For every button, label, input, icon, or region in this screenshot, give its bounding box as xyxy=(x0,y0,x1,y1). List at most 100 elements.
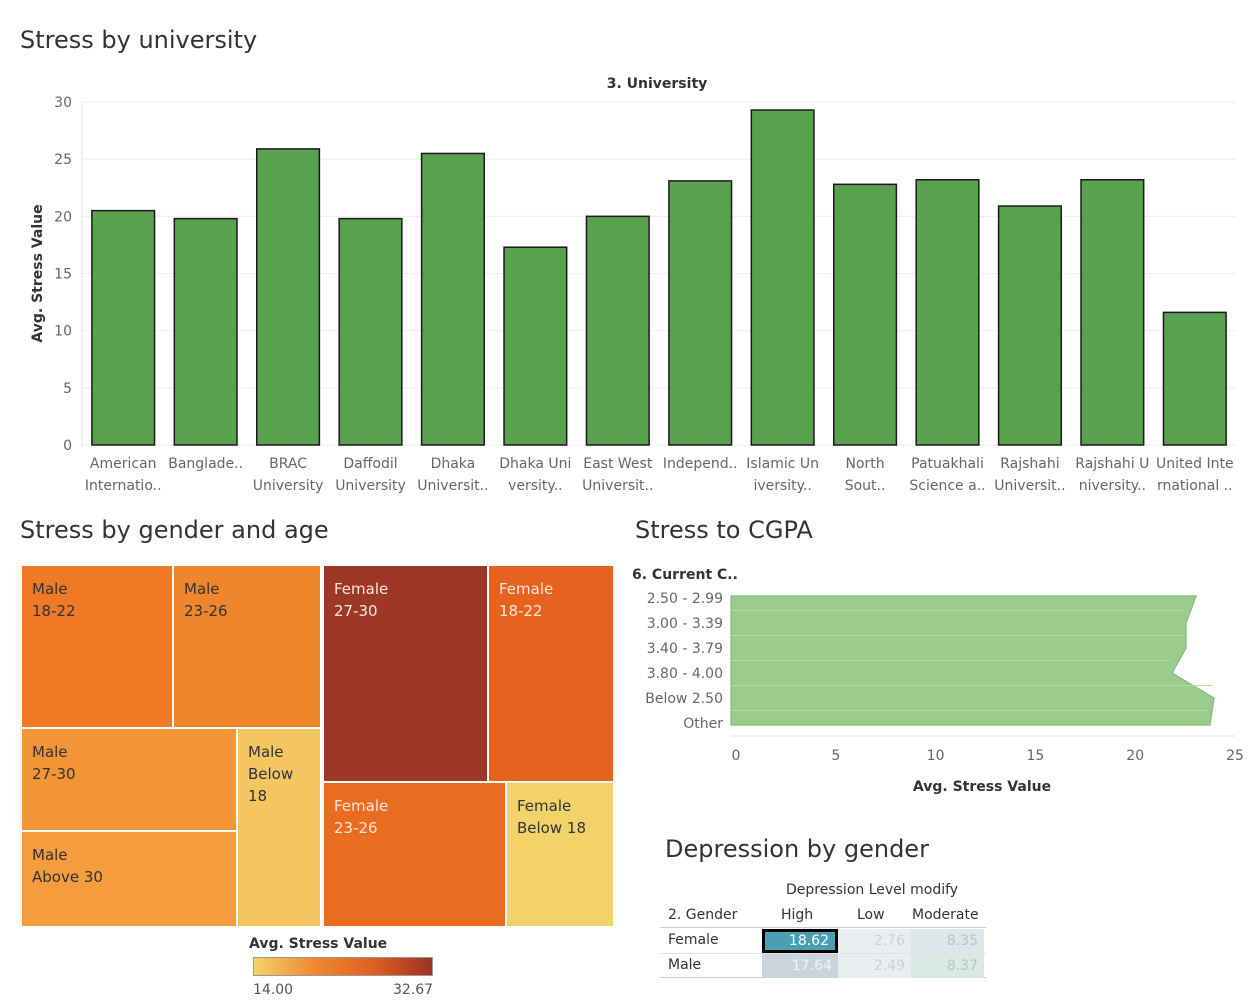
bar-3[interactable] xyxy=(338,217,403,446)
bar-1[interactable] xyxy=(173,217,238,446)
area-x-tick-label: 10 xyxy=(927,748,945,764)
x-tick-label-line1: American xyxy=(90,456,157,472)
tile-gender-label: Male xyxy=(32,580,68,598)
treemap-tile-male-below-18[interactable]: Male Below 18 xyxy=(237,728,321,927)
cell-female-moderate[interactable]: 8.35 xyxy=(911,929,984,953)
x-tick-label-line1: Rajshahi U xyxy=(1075,456,1149,472)
area-y-tick-label: Other xyxy=(683,716,723,732)
x-tick-label-line1: Patuakhali xyxy=(911,456,984,472)
color-legend-max: 32.67 xyxy=(393,982,434,998)
y-tick-label: 0 xyxy=(63,438,72,454)
tile-gender-label: Male xyxy=(32,743,68,761)
x-tick-label-line1: Independ.. xyxy=(663,456,738,472)
x-tick-label-line2: versity.. xyxy=(508,478,563,494)
cgpa-area-chart: 6. Current C.. 2.50 - 2.99 3.00 - 3.39 3.40… xyxy=(632,567,1244,795)
bar-13[interactable] xyxy=(1162,311,1227,446)
x-tick-label-line2: Universit.. xyxy=(417,478,488,494)
x-tick-label-line2: University xyxy=(335,478,406,494)
area-x-tick-label: 25 xyxy=(1226,748,1244,764)
tile-age-label: Below 18 xyxy=(517,819,586,837)
bar-10[interactable] xyxy=(915,178,980,446)
treemap-tile-female-27-30[interactable]: Female 27-30 xyxy=(323,565,488,782)
x-tick-label-line2: University xyxy=(253,478,324,494)
y-tick-label: 20 xyxy=(54,209,72,225)
tile-gender-label: Female xyxy=(334,580,389,598)
bar-8[interactable] xyxy=(750,109,815,446)
depression-section-title: Depression by gender xyxy=(665,835,929,863)
treemap-tile-male-above-30[interactable]: Male Above 30 xyxy=(21,831,237,927)
row-label-male: Male xyxy=(668,957,702,973)
bar-5[interactable] xyxy=(503,246,568,446)
university-section-title: Stress by university xyxy=(20,26,258,54)
area-y-tick-label: 3.00 - 3.39 xyxy=(647,616,723,632)
x-tick-label-line2: niversity.. xyxy=(1079,478,1146,494)
cell-female-high[interactable]: 18.62 xyxy=(762,929,838,953)
area-y-tick-label: Below 2.50 xyxy=(645,691,723,707)
x-tick-label-line2: Universit.. xyxy=(994,478,1065,494)
area-x-tick-label: 0 xyxy=(732,748,741,764)
x-tick-label-line1: Dhaka Uni xyxy=(499,456,571,472)
area-x-tick-label: 15 xyxy=(1026,748,1044,764)
tile-gender-label: Male xyxy=(248,743,284,761)
cell-female-low[interactable]: 2.76 xyxy=(838,929,911,953)
y-tick-label: 15 xyxy=(54,267,72,283)
bar-6[interactable] xyxy=(585,215,650,446)
y-tick-label: 10 xyxy=(54,324,72,340)
gender-age-section-title: Stress by gender and age xyxy=(20,516,329,544)
x-tick-label-line1: Banglade.. xyxy=(168,456,243,472)
bar-chart-title: 3. University xyxy=(607,76,708,92)
tile-age-label: 27-30 xyxy=(32,765,76,783)
tile-gender-label: Male xyxy=(184,580,220,598)
area-y-tick-label: 3.40 - 3.79 xyxy=(647,641,723,657)
cell-male-moderate[interactable]: 8.37 xyxy=(911,954,984,978)
x-tick-label-line1: United Inte xyxy=(1156,456,1234,472)
treemap-tile-male-23-26[interactable]: Male 23-26 xyxy=(173,565,321,728)
bar-11[interactable] xyxy=(997,205,1063,446)
treemap-tile-female-below-18[interactable]: Female Below 18 xyxy=(506,782,614,927)
color-legend-min: 14.00 xyxy=(253,982,294,998)
area-x-axis-label: Avg. Stress Value xyxy=(913,779,1051,795)
tile-age-label: Below xyxy=(248,765,294,783)
x-tick-label-line2: Sout.. xyxy=(845,478,886,494)
area-x-tick-label: 5 xyxy=(831,748,840,764)
area-chart-y-axis-label: 6. Current C.. xyxy=(632,567,738,583)
x-tick-label-line1: Daffodil xyxy=(343,456,397,472)
cell-male-high[interactable]: 17.64 xyxy=(762,954,838,978)
bar-7[interactable] xyxy=(668,180,733,446)
tile-gender-label: Female xyxy=(517,797,572,815)
x-tick-label-line1: BRAC xyxy=(269,456,307,472)
bar-0[interactable] xyxy=(91,209,156,446)
treemap-tile-male-27-30[interactable]: Male 27-30 xyxy=(21,728,237,831)
tile-age-label: 18 xyxy=(248,787,268,805)
treemap-tile-female-23-26[interactable]: Female 23-26 xyxy=(323,782,506,927)
tile-age-label: 18-22 xyxy=(32,602,76,620)
x-tick-label-line2: Universit.. xyxy=(582,478,653,494)
area-y-tick-label: 2.50 - 2.99 xyxy=(647,591,723,607)
color-legend-gradient xyxy=(253,957,433,976)
x-tick-label-line1: East West xyxy=(583,456,653,472)
y-tick-label: 30 xyxy=(54,95,72,111)
table-header-divider xyxy=(660,927,986,928)
column-group-header: Depression Level modify xyxy=(786,882,959,898)
treemap-tile-male-18-22[interactable]: Male 18-22 xyxy=(21,565,173,728)
bar-12[interactable] xyxy=(1080,178,1145,446)
column-header-low: Low xyxy=(857,907,885,923)
tile-gender-label: Female xyxy=(499,580,554,598)
row-label-female: Female xyxy=(668,932,719,948)
tile-gender-label: Male xyxy=(32,846,68,864)
y-tick-label: 5 xyxy=(63,381,72,397)
x-tick-label-line1: Rajshahi xyxy=(1000,456,1059,472)
gender-age-treemap: Male 18-22 Male 23-26 Female 27-30 Female 18-22… xyxy=(21,565,614,927)
bar-4[interactable] xyxy=(420,152,486,446)
row-divider xyxy=(660,953,986,954)
tile-age-label: 23-26 xyxy=(334,819,378,837)
cell-male-low[interactable]: 2.49 xyxy=(838,954,911,978)
x-tick-label-line2: Internatio.. xyxy=(85,478,162,494)
x-tick-label-line2: rnational .. xyxy=(1157,478,1233,494)
bar-2[interactable] xyxy=(255,148,321,446)
bar-9[interactable] xyxy=(832,183,898,446)
treemap-tile-female-18-22[interactable]: Female 18-22 xyxy=(488,565,614,782)
x-tick-label-line1: Dhaka xyxy=(431,456,476,472)
tile-age-label: Above 30 xyxy=(32,868,103,886)
tile-gender-label: Female xyxy=(334,797,389,815)
